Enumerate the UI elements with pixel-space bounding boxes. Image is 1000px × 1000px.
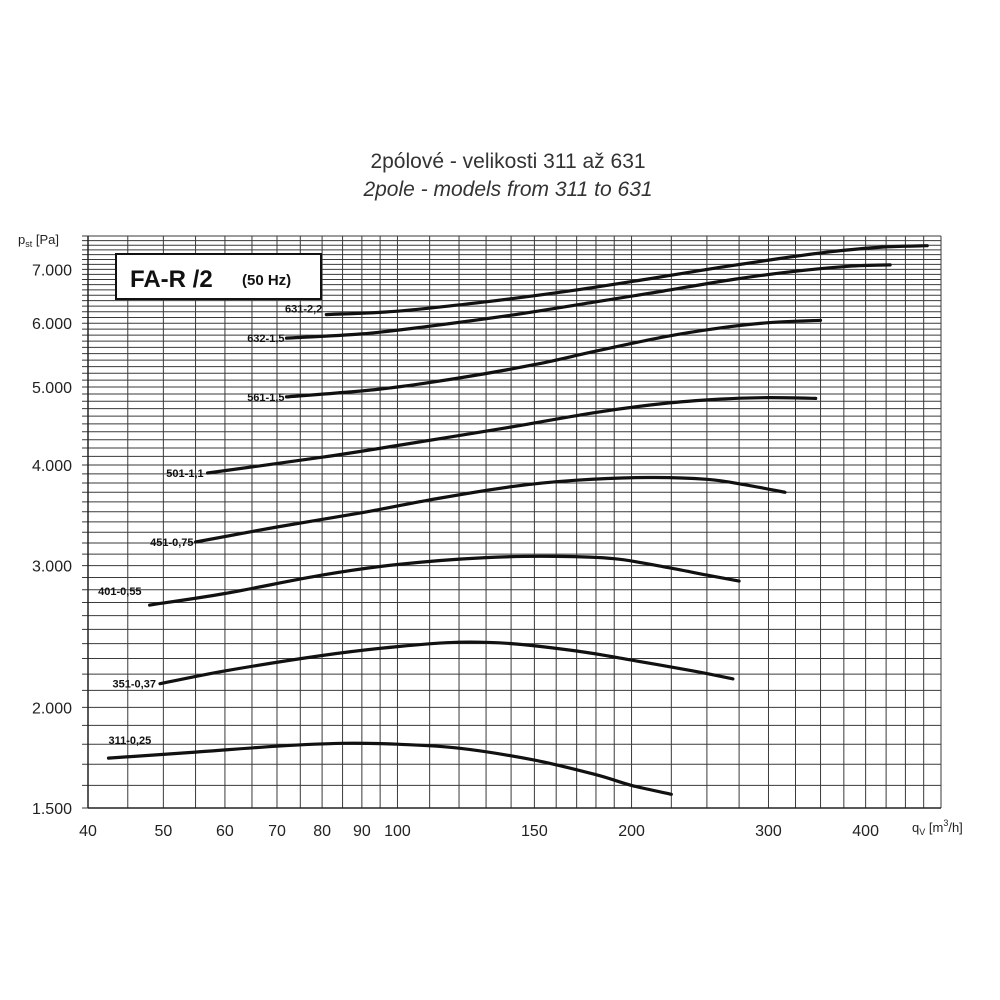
x-axis-label-unit-sup: 3 — [943, 818, 948, 828]
x-tick-labels: 40 50 60 70 80 90 100 150 200 300 400 — [79, 823, 879, 840]
y-tick-label: 2.000 — [32, 700, 72, 717]
y-tick-label: 7.000 — [32, 262, 72, 279]
curve-311-0,25 — [106, 741, 673, 796]
chart-subtitle: 2pole - models from 311 to 631 — [363, 178, 653, 201]
x-tick-label: 400 — [852, 823, 879, 840]
chart-title: 2pólové - velikosti 311 až 631 — [370, 150, 646, 173]
y-tick-label: 5.000 — [32, 380, 72, 397]
y-tick-label: 3.000 — [32, 559, 72, 576]
x-tick-label: 50 — [154, 823, 172, 840]
x-axis-label-unit-pre: [m — [925, 820, 943, 835]
curve-labels: 311-0,25 351-0,37 401-0,55 451-0,75 501-1,1 5… — [98, 304, 322, 748]
curve-label: 311-0,25 — [108, 735, 151, 747]
curve-631-2,2 — [324, 244, 929, 317]
curve-351-0,37 — [158, 640, 735, 686]
x-tick-label: 90 — [353, 823, 371, 840]
curve-label: 351-0,37 — [113, 679, 156, 691]
model-box: FA-R /2 (50 Hz) — [115, 253, 322, 300]
curve-561-1,5 — [284, 318, 823, 399]
curve-label: 401-0,55 — [98, 586, 141, 598]
x-tick-label: 80 — [313, 823, 331, 840]
plot-frame — [87, 236, 941, 809]
curve-label: 631-2,2 — [285, 304, 322, 316]
y-axis-label-sub: st — [25, 239, 33, 249]
y-tick-label: 1.500 — [32, 801, 72, 818]
x-tick-label: 300 — [755, 823, 782, 840]
x-axis-label-main: q — [912, 820, 919, 835]
curve-label: 632-1,5 — [247, 333, 284, 345]
curve-401-0,55 — [148, 554, 741, 607]
curve-501-1,1 — [206, 395, 818, 475]
y-axis-label-main: p — [18, 232, 25, 247]
curve-label: 451-0,75 — [150, 537, 193, 549]
curve-label: 501-1,1 — [166, 468, 203, 480]
x-tick-label: 100 — [384, 823, 411, 840]
performance-curves — [106, 244, 929, 796]
y-tick-label: 6.000 — [32, 316, 72, 333]
curve-label: 561-1,5 — [247, 392, 284, 404]
x-tick-label: 70 — [268, 823, 286, 840]
model-frequency: (50 Hz) — [242, 272, 291, 289]
x-axis-label-unit-post: /h] — [948, 820, 962, 835]
y-tick-labels: 1.500 2.000 3.000 4.000 5.000 6.000 7.000 — [32, 262, 72, 818]
x-tick-label: 40 — [79, 823, 97, 840]
curve-632-1,5 — [284, 263, 892, 340]
y-tick-label: 4.000 — [32, 458, 72, 475]
y-axis-label-unit: [Pa] — [32, 232, 59, 247]
x-axis-label-sub: V — [919, 827, 925, 837]
x-tick-label: 60 — [216, 823, 234, 840]
x-tick-label: 150 — [521, 823, 548, 840]
x-tick-label: 200 — [618, 823, 645, 840]
y-axis-label: pst [Pa] — [18, 232, 59, 249]
model-name: FA-R /2 — [130, 266, 213, 293]
curve-451-0,75 — [193, 475, 787, 544]
x-axis-label: qV [m3/h] — [912, 818, 963, 837]
